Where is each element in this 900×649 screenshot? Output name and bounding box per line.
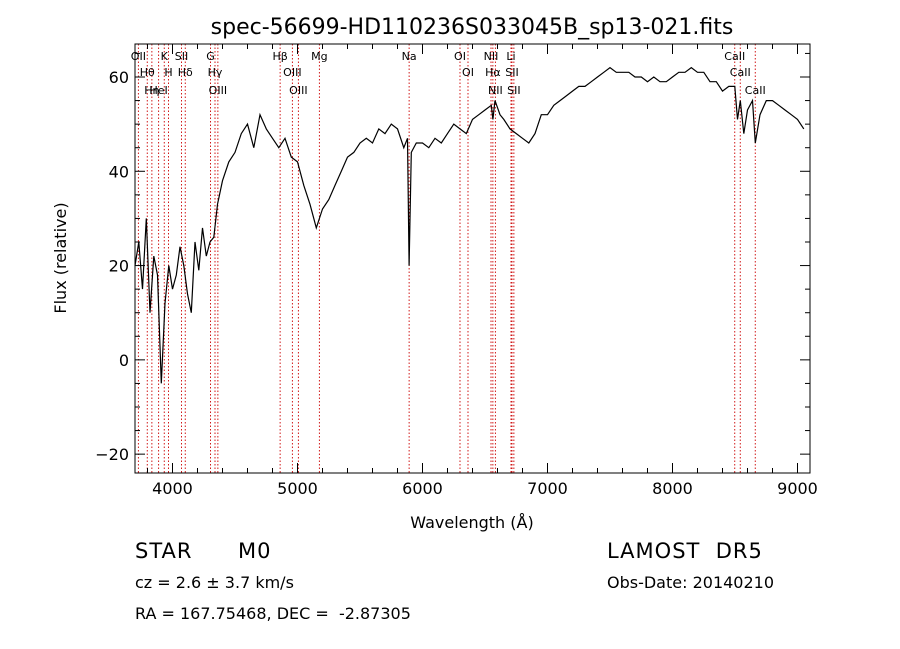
- line-marker-label: CaII: [745, 84, 766, 97]
- line-marker-label: Mg: [311, 50, 327, 63]
- survey-name: LAMOST DR5: [607, 539, 763, 563]
- y-tick-label: 20: [109, 257, 129, 276]
- spectrum-series-line: [134, 66, 805, 384]
- x-tick-label: 5000: [277, 479, 318, 498]
- plot-frame: [134, 43, 811, 474]
- y-axis-label: Flux (relative): [51, 202, 70, 313]
- line-marker-label: SII: [175, 50, 188, 63]
- y-tick-label: −20: [95, 445, 129, 464]
- line-marker-label: Li: [506, 50, 515, 63]
- line-marker-label: Hγ: [208, 66, 223, 79]
- x-axis-label: Wavelength (Å): [410, 513, 533, 532]
- y-axis-ticks: −20 0 20 40 60: [95, 52, 810, 464]
- coordinates: RA = 167.75468, DEC = -2.87305: [135, 604, 411, 623]
- line-marker-label: NII: [488, 84, 503, 97]
- x-axis-ticks: 4000 5000 6000 7000 8000 9000: [147, 44, 818, 498]
- line-marker-label: CaII: [724, 50, 745, 63]
- line-marker-label: HeI: [149, 84, 167, 97]
- x-tick-label: 7000: [527, 479, 568, 498]
- x-tick-label: 8000: [652, 479, 693, 498]
- line-marker-label: SII: [507, 84, 520, 97]
- line-marker-label: OIII: [289, 84, 307, 97]
- chart-title: spec-56699-HD110236S033045B_sp13-021.fit…: [211, 15, 734, 40]
- y-tick-label: 60: [109, 68, 129, 87]
- line-marker-label: Hη: [144, 84, 159, 97]
- line-marker-label: K: [161, 50, 169, 63]
- x-tick-label: 6000: [402, 479, 443, 498]
- line-marker-label: Na: [402, 50, 417, 63]
- spectral-subclass: M0: [238, 539, 272, 563]
- line-marker-label: OIII: [283, 66, 301, 79]
- line-marker-label: G: [206, 50, 215, 63]
- line-marker-label: Hβ: [272, 50, 287, 63]
- x-tick-label: 4000: [152, 479, 193, 498]
- line-marker-label: SII: [505, 66, 518, 79]
- line-marker-label: OIII: [209, 84, 227, 97]
- line-marker-label: H: [164, 66, 172, 79]
- line-marker-label: OII: [131, 50, 146, 63]
- y-tick-label: 0: [119, 351, 129, 370]
- line-marker-label: NII: [484, 50, 499, 63]
- observation-date: Obs-Date: 20140210: [607, 573, 775, 592]
- y-tick-label: 40: [109, 162, 129, 181]
- line-marker-label: CaII: [730, 66, 751, 79]
- line-marker-label: Hδ: [178, 66, 193, 79]
- line-marker-label: Hθ: [140, 66, 155, 79]
- redshift-velocity: cz = 2.6 ± 3.7 km/s: [135, 573, 294, 592]
- x-tick-label: 9000: [777, 479, 818, 498]
- line-marker-label: OI: [454, 50, 466, 63]
- line-marker-label: Hα: [485, 66, 501, 79]
- line-marker-label: OI: [462, 66, 474, 79]
- spectral-line-markers: [137, 44, 756, 473]
- object-type: STAR: [135, 539, 193, 563]
